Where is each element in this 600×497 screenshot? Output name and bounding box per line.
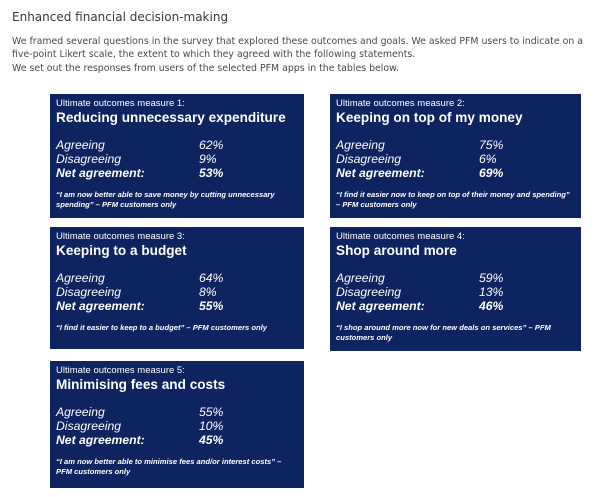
agreeing-row: Agreeing 64% (56, 271, 298, 285)
net-agreement-value: 46% (479, 299, 504, 313)
agreeing-value: 75% (479, 138, 504, 152)
net-agreement-label: Net agreement: (56, 299, 145, 313)
outcome-card-2: Ultimate outcomes measure 2: Keeping on … (330, 94, 581, 218)
agreeing-row: Agreeing 55% (56, 405, 298, 419)
disagreeing-value: 13% (479, 285, 504, 299)
card-title: Keeping on top of my money (336, 110, 523, 125)
agreeing-value: 62% (199, 138, 224, 152)
intro-text: We framed several questions in the surve… (12, 35, 592, 75)
disagreeing-row: Disagreeing 10% (56, 419, 298, 433)
agreeing-label: Agreeing (336, 138, 385, 152)
agreeing-value: 64% (199, 271, 224, 285)
stats-table: Agreeing 55% Disagreeing 10% Net agreement… (56, 405, 298, 447)
net-agreement-value: 45% (199, 433, 224, 447)
disagreeing-value: 6% (479, 152, 497, 166)
agreeing-row: Agreeing 75% (336, 138, 575, 152)
disagreeing-value: 8% (199, 285, 217, 299)
stats-table: Agreeing 75% Disagreeing 6% Net agreement:… (336, 138, 575, 180)
disagreeing-row: Disagreeing 13% (336, 285, 575, 299)
agreeing-label: Agreeing (56, 138, 105, 152)
net-agreement-value: 53% (199, 166, 224, 180)
outcome-card-4: Ultimate outcomes measure 4: Shop around… (330, 227, 581, 351)
disagreeing-label: Disagreeing (56, 152, 122, 166)
agreeing-value: 59% (479, 271, 504, 285)
agreeing-label: Agreeing (56, 271, 105, 285)
stats-table: Agreeing 59% Disagreeing 13% Net agreement… (336, 271, 575, 313)
disagreeing-value: 9% (199, 152, 217, 166)
disagreeing-value: 10% (199, 419, 224, 433)
intro-paragraph: We framed several questions in the surve… (12, 36, 584, 61)
measure-label: Ultimate outcomes measure 2: (336, 98, 465, 109)
net-agreement-row: Net agreement: 69% (336, 166, 575, 180)
agreeing-row: Agreeing 59% (336, 271, 575, 285)
customer-quote: “I shop around more now for new deals on… (336, 323, 551, 342)
disagreeing-label: Disagreeing (56, 419, 122, 433)
net-agreement-value: 69% (479, 166, 504, 180)
disagreeing-row: Disagreeing 9% (56, 152, 298, 166)
stats-table: Agreeing 64% Disagreeing 8% Net agreement:… (56, 271, 298, 313)
net-agreement-label: Net agreement: (336, 299, 425, 313)
disagreeing-label: Disagreeing (56, 285, 122, 299)
outcome-card-5: Ultimate outcomes measure 5: Minimising … (50, 361, 304, 488)
agreeing-value: 55% (199, 405, 224, 419)
measure-label: Ultimate outcomes measure 4: (336, 231, 465, 242)
agreeing-label: Agreeing (336, 271, 385, 285)
net-agreement-value: 55% (199, 299, 224, 313)
card-title: Reducing unnecessary expenditure (56, 110, 286, 125)
measure-label: Ultimate outcomes measure 1: (56, 98, 185, 109)
stats-table: Agreeing 62% Disagreeing 9% Net agreement:… (56, 138, 298, 180)
disagreeing-label: Disagreeing (336, 152, 402, 166)
net-agreement-label: Net agreement: (56, 433, 145, 447)
net-agreement-label: Net agreement: (56, 166, 145, 180)
page-heading: Enhanced financial decision-making (12, 10, 229, 24)
net-agreement-row: Net agreement: 46% (336, 299, 575, 313)
disagreeing-row: Disagreeing 8% (56, 285, 298, 299)
intro-paragraph: We set out the responses from users of t… (12, 62, 399, 74)
disagreeing-row: Disagreeing 6% (336, 152, 575, 166)
card-title: Minimising fees and costs (56, 377, 226, 392)
net-agreement-row: Net agreement: 45% (56, 433, 298, 447)
customer-quote: “I am now better able to save money by c… (56, 190, 275, 209)
agreeing-row: Agreeing 62% (56, 138, 298, 152)
outcome-card-3: Ultimate outcomes measure 3: Keeping to … (50, 227, 304, 349)
card-title: Shop around more (336, 243, 457, 258)
agreeing-label: Agreeing (56, 405, 105, 419)
measure-label: Ultimate outcomes measure 5: (56, 365, 185, 376)
disagreeing-label: Disagreeing (336, 285, 402, 299)
card-title: Keeping to a budget (56, 243, 187, 258)
net-agreement-label: Net agreement: (336, 166, 425, 180)
customer-quote: “I find it easier to keep to a budget” –… (56, 323, 267, 332)
net-agreement-row: Net agreement: 55% (56, 299, 298, 313)
net-agreement-row: Net agreement: 53% (56, 166, 298, 180)
customer-quote: “I am now better able to minimise fees a… (56, 457, 282, 476)
customer-quote: “I find it easier now to keep on top of … (336, 190, 570, 209)
measure-label: Ultimate outcomes measure 3: (56, 231, 185, 242)
outcome-card-1: Ultimate outcomes measure 1: Reducing un… (50, 94, 304, 218)
